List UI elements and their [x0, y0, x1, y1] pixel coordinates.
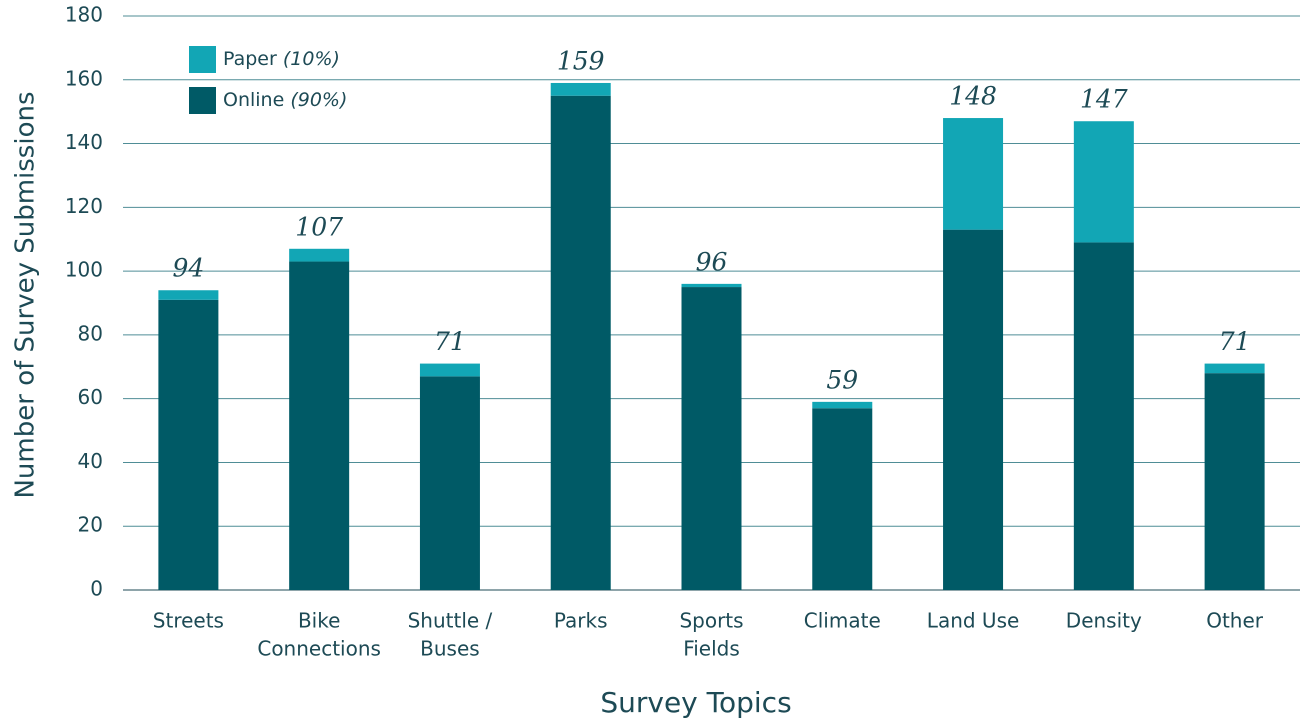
bar-segment [550, 95, 611, 590]
y-axis-title: Number of Survey Submissions [11, 91, 41, 498]
legend-name: Online [223, 89, 284, 111]
x-tick-label: Connections [257, 637, 381, 661]
y-tick-label: 160 [65, 66, 103, 90]
y-tick-label: 0 [90, 577, 103, 601]
total-label: 71 [434, 327, 466, 356]
y-tick-label: 60 [78, 385, 103, 409]
legend-label: Online (90%) [223, 89, 347, 111]
x-tick-label: Land Use [927, 609, 1020, 633]
bar-segment [812, 401, 873, 409]
x-tick-label: Climate [804, 609, 881, 633]
x-tick-label: Parks [554, 609, 608, 633]
bar-segment [812, 408, 873, 590]
bar-segment [289, 248, 350, 262]
bar-segment [1204, 373, 1265, 590]
bar-segment [681, 287, 742, 590]
total-label: 96 [696, 247, 728, 276]
bar-segment [681, 283, 742, 288]
bar-segment [158, 299, 219, 590]
total-label: 71 [1219, 327, 1251, 356]
bar-segment [1073, 121, 1134, 243]
bar-segment [419, 376, 480, 590]
legend-swatch [189, 87, 216, 114]
legend-name: Paper [223, 48, 277, 70]
y-tick-label: 40 [78, 449, 103, 473]
x-tick-label: Buses [420, 637, 480, 661]
y-tick-label: 100 [65, 258, 103, 282]
legend-note: (90%) [290, 89, 347, 111]
bar-segment [1204, 363, 1265, 374]
legend-label: Paper (10%) [223, 48, 340, 70]
x-tick-label: Other [1206, 609, 1264, 633]
bar-segment [550, 82, 611, 96]
bar-segment [1073, 242, 1134, 590]
total-label: 94 [172, 254, 204, 283]
total-label: 147 [1080, 85, 1128, 114]
x-tick-label: Density [1066, 609, 1142, 633]
total-label: 148 [949, 82, 997, 111]
x-tick-label: Fields [683, 637, 740, 661]
bar-segment [289, 261, 350, 590]
x-axis-title: Survey Topics [600, 686, 791, 719]
y-tick-label: 80 [78, 321, 103, 345]
y-tick-label: 180 [65, 3, 103, 27]
x-tick-label: Bike [298, 609, 340, 633]
bar-segment [419, 363, 480, 377]
bar-segment [943, 229, 1004, 590]
bar-segment [158, 290, 219, 300]
total-label: 159 [557, 46, 605, 75]
legend-swatch [189, 46, 216, 73]
x-tick-label: Streets [153, 609, 224, 633]
total-label: 107 [295, 212, 343, 241]
bar-segment [943, 118, 1004, 230]
x-tick-label: Shuttle / [408, 609, 493, 633]
legend-note: (10%) [283, 48, 340, 70]
y-tick-label: 120 [65, 194, 103, 218]
y-tick-label: 140 [65, 130, 103, 154]
total-label: 59 [826, 365, 858, 394]
x-tick-label: Sports [679, 609, 743, 633]
y-tick-label: 20 [78, 513, 103, 537]
